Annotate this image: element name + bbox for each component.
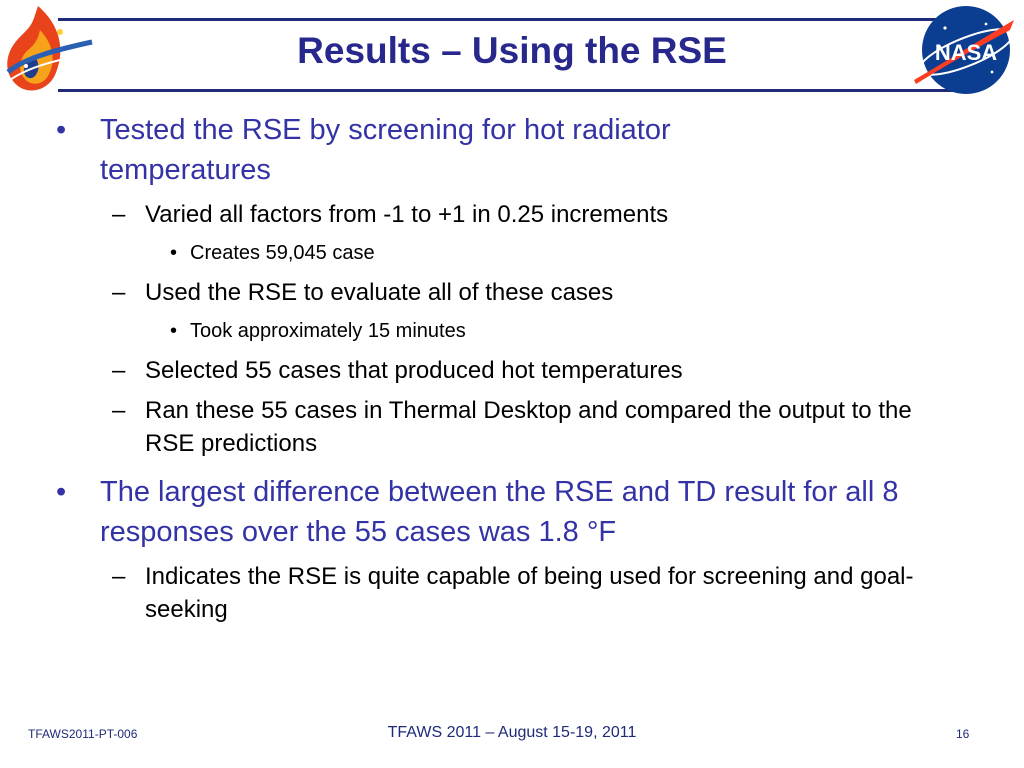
footer-event: TFAWS 2011 – August 15-19, 2011	[387, 724, 637, 741]
nasa-meatball-logo: NASA	[914, 6, 1014, 94]
page-number: 16	[956, 727, 970, 741]
bullet-marker: –	[112, 397, 126, 424]
bullet-marker: •	[56, 114, 67, 146]
bullet-marker: –	[112, 563, 126, 590]
bullet-level2: – Selected 55 cases that produced hot te…	[112, 354, 945, 387]
bullet-level1: • Tested the RSE by screening for hot ra…	[56, 110, 840, 190]
bullet-text: Creates 59,045 case	[190, 242, 375, 264]
bullet-marker: •	[170, 242, 178, 264]
bullet-text: Used the RSE to evaluate all of these ca…	[145, 279, 614, 306]
bullet-level2: – Varied all factors from -1 to +1 in 0.…	[112, 198, 945, 231]
bullet-marker: –	[112, 201, 126, 228]
bullet-marker: –	[112, 279, 126, 306]
bullet-level2: – Used the RSE to evaluate all of these …	[112, 276, 945, 309]
slide-title: Results – Using the RSE	[297, 30, 727, 71]
bullet-marker: •	[56, 476, 67, 508]
tfaws-flame-logo	[6, 6, 96, 91]
nasa-logo-text: NASA	[935, 40, 997, 65]
bullet-level2: – Indicates the RSE is quite capable of …	[112, 560, 965, 626]
bullet-text: The largest difference between the RSE a…	[100, 476, 899, 548]
bullet-text: Selected 55 cases that produced hot temp…	[145, 357, 683, 384]
bullet-marker: •	[170, 320, 178, 342]
bullet-level1: • The largest difference between the RSE…	[56, 472, 960, 552]
slide-content: • Tested the RSE by screening for hot ra…	[56, 110, 965, 626]
bullet-text: Tested the RSE by screening for hot radi…	[100, 114, 671, 186]
header-band	[58, 18, 968, 92]
bullet-level3: • Took approximately 15 minutes	[170, 318, 890, 344]
bullet-text: Took approximately 15 minutes	[190, 320, 466, 342]
bullet-text: Indicates the RSE is quite capable of be…	[145, 563, 914, 623]
bullet-marker: –	[112, 357, 126, 384]
bullet-level2: – Ran these 55 cases in Thermal Desktop …	[112, 394, 935, 460]
footer-document-id: TFAWS2011-PT-006	[28, 727, 138, 741]
bullet-text: Varied all factors from -1 to +1 in 0.25…	[145, 201, 669, 228]
bullet-level3: • Creates 59,045 case	[170, 240, 890, 266]
bullet-text: Ran these 55 cases in Thermal Desktop an…	[145, 397, 912, 457]
